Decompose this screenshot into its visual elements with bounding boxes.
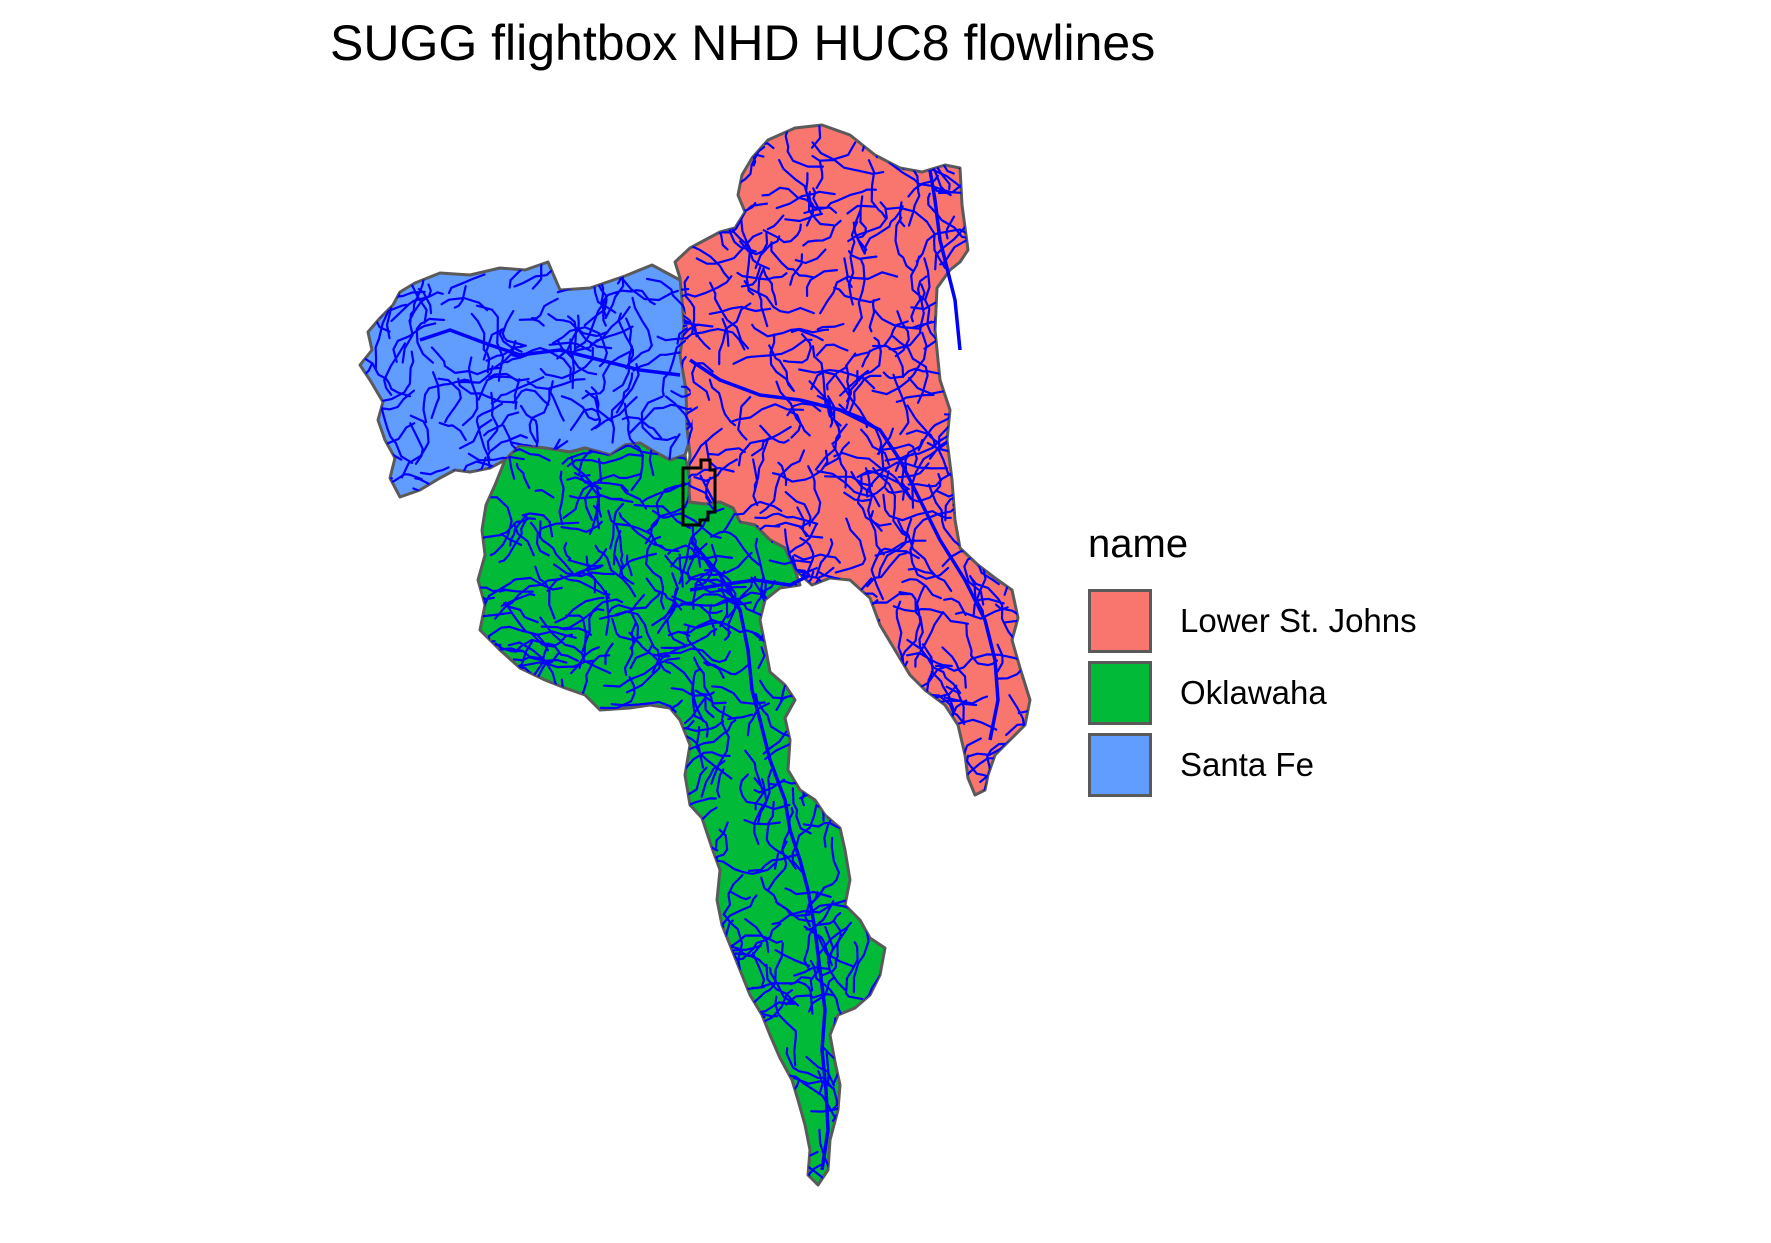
legend-item-santa-fe: Santa Fe (1088, 729, 1508, 801)
legend-swatch-oklawaha (1088, 661, 1152, 725)
legend-item-lower-st-johns: Lower St. Johns (1088, 585, 1508, 657)
legend-item-oklawaha: Oklawaha (1088, 657, 1508, 729)
legend-label-santa-fe: Santa Fe (1180, 746, 1314, 783)
legend-swatch-lower-st-johns (1088, 589, 1152, 653)
flowlines-santa-fe (360, 262, 693, 497)
legend-label-lower-st-johns: Lower St. Johns (1180, 602, 1417, 639)
flightbox-outline (681, 458, 717, 527)
legend-swatch-santa-fe (1088, 733, 1152, 797)
legend: name Lower St. Johns Oklawaha Santa Fe (1088, 522, 1508, 801)
flowlines-main-rivers (419, 169, 1000, 1171)
legend-title: name (1088, 522, 1189, 566)
plot-title: SUGG flightbox NHD HUC8 flowlines (330, 15, 1156, 71)
legend-label-oklawaha: Oklawaha (1180, 674, 1327, 711)
